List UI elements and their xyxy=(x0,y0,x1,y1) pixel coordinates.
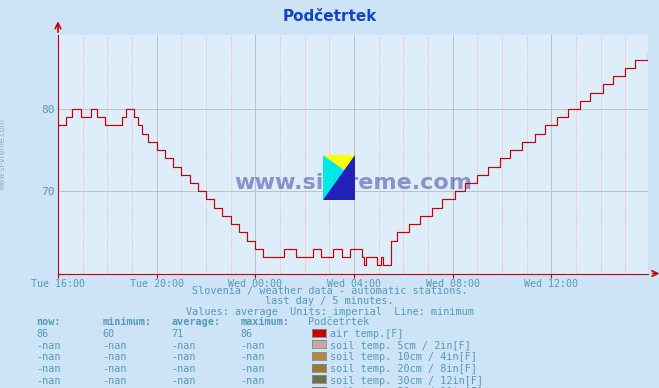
Text: -nan: -nan xyxy=(241,352,265,362)
Text: air temp.[F]: air temp.[F] xyxy=(330,329,403,339)
Text: -nan: -nan xyxy=(171,387,196,388)
Text: -nan: -nan xyxy=(241,341,265,351)
Text: www.si-vreme.com: www.si-vreme.com xyxy=(234,173,472,193)
Text: 86: 86 xyxy=(241,329,253,339)
Text: minimum:: minimum: xyxy=(102,317,151,327)
Text: -nan: -nan xyxy=(171,364,196,374)
Text: -nan: -nan xyxy=(102,352,127,362)
Text: Podčetrtek: Podčetrtek xyxy=(308,317,370,327)
Text: average:: average: xyxy=(171,317,220,327)
Text: -nan: -nan xyxy=(36,352,61,362)
Text: -nan: -nan xyxy=(36,341,61,351)
Text: www.si-vreme.com: www.si-vreme.com xyxy=(0,118,7,190)
Text: -nan: -nan xyxy=(241,376,265,386)
Text: last day / 5 minutes.: last day / 5 minutes. xyxy=(265,296,394,307)
Text: -nan: -nan xyxy=(241,364,265,374)
Text: soil temp. 20cm / 8in[F]: soil temp. 20cm / 8in[F] xyxy=(330,364,476,374)
Text: soil temp. 5cm / 2in[F]: soil temp. 5cm / 2in[F] xyxy=(330,341,471,351)
Text: maximum:: maximum: xyxy=(241,317,289,327)
Text: Slovenia / weather data - automatic stations.: Slovenia / weather data - automatic stat… xyxy=(192,286,467,296)
Text: now:: now: xyxy=(36,317,61,327)
Text: -nan: -nan xyxy=(36,364,61,374)
Text: -nan: -nan xyxy=(102,364,127,374)
Text: soil temp. 10cm / 4in[F]: soil temp. 10cm / 4in[F] xyxy=(330,352,476,362)
Polygon shape xyxy=(323,155,355,178)
Polygon shape xyxy=(323,155,355,200)
Text: -nan: -nan xyxy=(171,352,196,362)
Text: 86: 86 xyxy=(36,329,49,339)
Text: Values: average  Units: imperial  Line: minimum: Values: average Units: imperial Line: mi… xyxy=(186,307,473,317)
Polygon shape xyxy=(323,155,355,200)
Text: -nan: -nan xyxy=(171,376,196,386)
Text: -nan: -nan xyxy=(36,387,61,388)
Text: -nan: -nan xyxy=(241,387,265,388)
Text: 71: 71 xyxy=(171,329,184,339)
Text: -nan: -nan xyxy=(102,341,127,351)
Text: soil temp. 30cm / 12in[F]: soil temp. 30cm / 12in[F] xyxy=(330,376,482,386)
Text: -nan: -nan xyxy=(102,387,127,388)
Text: -nan: -nan xyxy=(171,341,196,351)
Text: -nan: -nan xyxy=(102,376,127,386)
Text: soil temp. 50cm / 20in[F]: soil temp. 50cm / 20in[F] xyxy=(330,387,482,388)
Text: Podčetrtek: Podčetrtek xyxy=(282,9,377,24)
Text: -nan: -nan xyxy=(36,376,61,386)
Text: 60: 60 xyxy=(102,329,115,339)
